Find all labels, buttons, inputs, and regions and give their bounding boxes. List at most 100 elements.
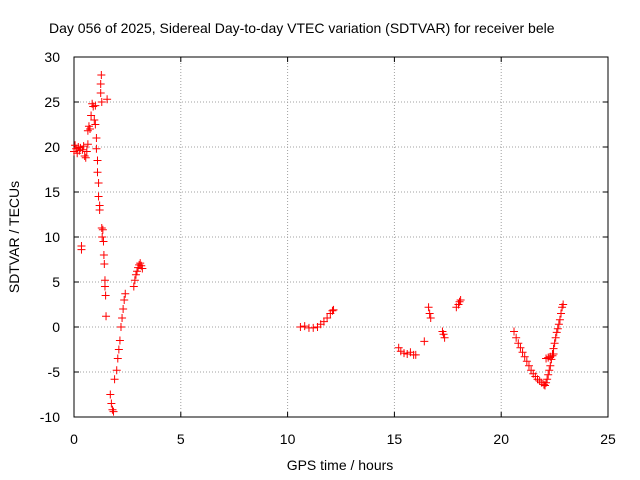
- data-point: [91, 120, 100, 129]
- data-point: [102, 312, 111, 321]
- data-point: [83, 126, 92, 135]
- y-tick-label: 20: [44, 139, 60, 155]
- data-point: [106, 390, 115, 399]
- data-point: [559, 300, 568, 309]
- data-point: [93, 168, 102, 177]
- data-point: [138, 264, 147, 273]
- data-point: [107, 399, 116, 408]
- data-point: [78, 145, 87, 154]
- data-point: [309, 323, 318, 332]
- grid: [74, 57, 608, 417]
- y-tick-label: 0: [52, 319, 60, 335]
- data-point: [552, 328, 561, 337]
- data-point: [557, 309, 566, 318]
- data-point: [81, 153, 90, 162]
- data-point: [131, 270, 140, 279]
- data-point: [555, 315, 564, 324]
- data-point: [121, 289, 130, 298]
- data-point: [76, 143, 85, 152]
- data-point: [548, 351, 557, 360]
- data-point: [79, 142, 88, 151]
- x-tick-label: 0: [70, 431, 78, 447]
- data-point: [544, 370, 553, 379]
- data-point: [329, 305, 338, 314]
- data-point: [440, 333, 449, 342]
- chart-title: Day 056 of 2025, Sidereal Day-to-day VTE…: [49, 20, 555, 36]
- data-point: [71, 141, 80, 150]
- data-point: [296, 323, 305, 331]
- data-point: [90, 116, 99, 124]
- data-point: [403, 350, 412, 358]
- data-point: [518, 348, 527, 357]
- data-point: [97, 224, 106, 232]
- data-point: [96, 89, 105, 97]
- data-point: [516, 343, 525, 352]
- data-point: [135, 260, 144, 269]
- data-point: [97, 71, 106, 79]
- data-point: [74, 143, 83, 151]
- data-point: [553, 324, 562, 333]
- data-point: [455, 297, 464, 306]
- x-axis-label: GPS time / hours: [287, 457, 394, 473]
- x-tick-label: 15: [387, 431, 403, 447]
- data-point: [544, 353, 553, 362]
- y-tick-label: 15: [44, 184, 60, 200]
- data-point: [77, 242, 86, 250]
- data-point: [120, 296, 129, 304]
- x-tick-label: 10: [280, 431, 296, 447]
- data-point: [100, 260, 109, 268]
- data-point: [95, 206, 104, 214]
- data-point: [543, 375, 552, 384]
- y-tick-label: 30: [44, 49, 60, 65]
- data-point: [72, 144, 81, 153]
- data-point: [535, 377, 544, 385]
- x-tick-label: 25: [600, 431, 616, 447]
- data-point: [98, 233, 107, 241]
- data-point: [524, 361, 533, 370]
- data-point: [522, 357, 531, 366]
- data-point: [394, 343, 403, 352]
- data-point: [133, 267, 142, 276]
- y-tick-label: -5: [48, 364, 61, 380]
- data-point: [116, 323, 125, 331]
- x-tick-label: 20: [493, 431, 509, 447]
- data-point: [424, 303, 433, 312]
- data-point: [109, 407, 118, 416]
- y-axis-label: SDTVAR / TECUs: [6, 181, 22, 293]
- data-point: [533, 375, 542, 384]
- data-point: [456, 296, 465, 304]
- data-point: [542, 378, 551, 387]
- data-point: [400, 349, 409, 358]
- data-point: [510, 327, 519, 336]
- data-point: [98, 225, 107, 234]
- data-point: [119, 305, 128, 313]
- data-point: [108, 405, 117, 414]
- data-point: [300, 322, 309, 331]
- data-point: [112, 366, 121, 375]
- data-point: [130, 276, 139, 285]
- data-point: [319, 317, 328, 326]
- data-point: [87, 111, 96, 120]
- data-point: [539, 380, 548, 389]
- x-tick-label: 5: [177, 431, 185, 447]
- data-point: [514, 339, 523, 348]
- data-point: [92, 144, 101, 153]
- data-point: [82, 147, 91, 156]
- data-point: [396, 347, 405, 356]
- data-point: [101, 291, 110, 300]
- data-point: [86, 125, 95, 133]
- data-point: [99, 237, 108, 246]
- y-tick-label: 25: [44, 94, 60, 110]
- data-point: [323, 314, 332, 322]
- tick-labels: 0 5 10 15 20 25 -10 -5 0 5 10 15 20 25 30: [40, 49, 616, 447]
- data-point: [99, 251, 108, 259]
- data-point: [118, 314, 127, 322]
- data-point: [91, 101, 100, 110]
- y-tick-label: -10: [40, 409, 60, 425]
- y-tick-label: 10: [44, 229, 60, 245]
- data-point: [100, 282, 109, 291]
- y-tick-label: 5: [52, 274, 60, 290]
- data-point: [551, 333, 560, 342]
- data-point: [89, 102, 98, 111]
- data-point: [411, 350, 420, 359]
